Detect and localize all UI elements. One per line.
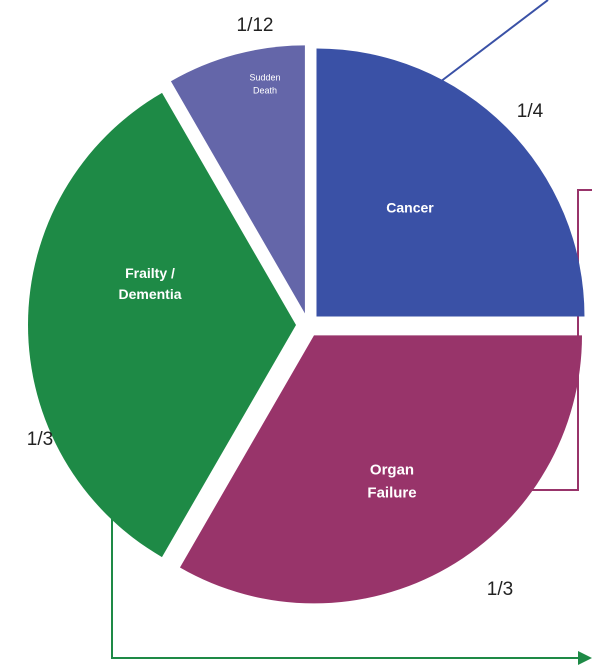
value-label: 1/3 <box>486 579 514 600</box>
pie-slice <box>179 335 582 604</box>
value-label: 1/4 <box>516 101 544 122</box>
slice-label: Cancer <box>386 199 434 216</box>
connector <box>439 0 549 83</box>
connector <box>111 505 580 659</box>
slice-label: Sudden Death <box>249 72 281 95</box>
arrow-head <box>578 651 592 665</box>
slice-label: Organ Failure <box>367 461 417 502</box>
value-label: 1/12 <box>236 15 274 36</box>
pie-slice <box>316 48 585 317</box>
pie-slice <box>28 92 296 558</box>
slice-label: Frailty / Dementia <box>118 265 182 302</box>
pie-slice <box>170 45 305 314</box>
value-label: 1/3 <box>26 429 54 450</box>
